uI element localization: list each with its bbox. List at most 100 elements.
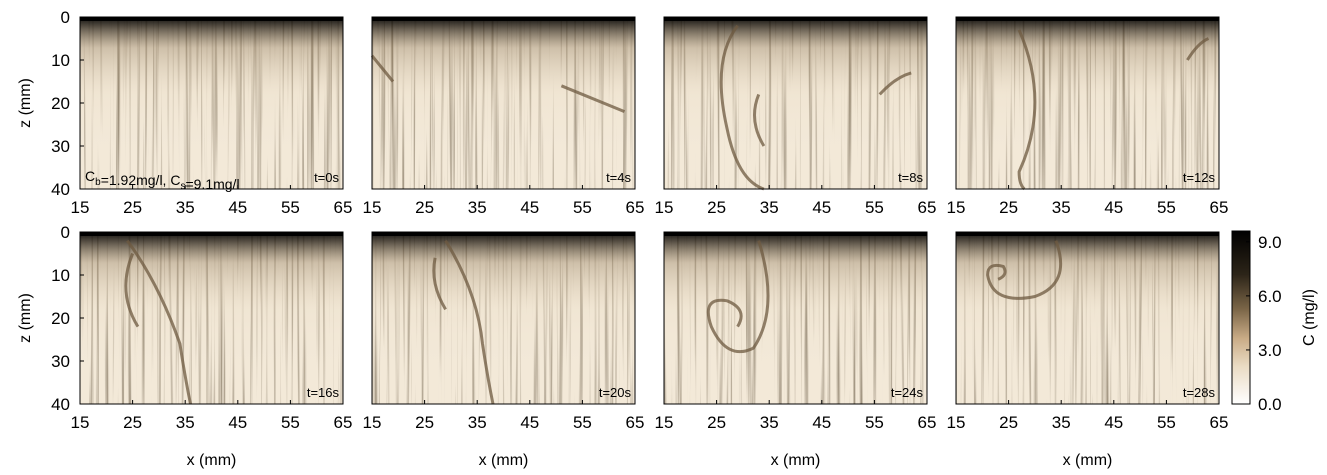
x-tick-label: 35: [468, 198, 487, 217]
x-tick-label: 15: [655, 413, 674, 432]
x-tick-label: 25: [415, 413, 434, 432]
panel: t=0s 15 25 35 45 55 65 0 10 20 30 40 z (mm) Cb=1.92mg…: [17, 8, 352, 217]
x-tick-label: 55: [573, 198, 592, 217]
x-tick-label: 25: [123, 198, 142, 217]
y-tick-label: 0: [61, 8, 70, 27]
x-tick-label: 25: [707, 198, 726, 217]
panel-frame: [371, 16, 636, 190]
panel-surface: [956, 232, 1219, 236]
panel-frame: [663, 231, 928, 405]
panel-surface-layer: [956, 232, 1219, 404]
x-tick-label: 25: [415, 198, 434, 217]
y-tick-label: 10: [51, 51, 70, 70]
y-tick-label: 20: [51, 309, 70, 328]
x-tick-label: 55: [573, 413, 592, 432]
plume-front: [878, 71, 912, 96]
plume-front: [706, 240, 770, 354]
x-tick-label: 35: [468, 413, 487, 432]
x-tick-label: 45: [228, 198, 247, 217]
time-label: t=0s: [314, 170, 339, 185]
plume-front: [753, 93, 766, 147]
panel-surface-layer: [372, 232, 635, 404]
panel-surface: [80, 232, 343, 236]
time-label: t=4s: [606, 170, 631, 185]
colorbar-tick-label: 9.0: [1258, 233, 1282, 252]
x-tick-label: 35: [1052, 413, 1071, 432]
x-tick-label: 45: [812, 198, 831, 217]
x-tick-label: 65: [918, 413, 937, 432]
x-tick-label: 25: [707, 413, 726, 432]
panel-surface-layer: [956, 17, 1219, 189]
panel-frame: [663, 16, 928, 190]
x-tick-label: 65: [626, 198, 645, 217]
colorbar: 0.0 3.0 6.0 9.0 C (mg/l): [1231, 230, 1318, 414]
time-label: t=24s: [891, 385, 924, 400]
time-label: t=12s: [1183, 170, 1216, 185]
panel-surface: [372, 232, 635, 236]
x-tick-label: 65: [1210, 413, 1229, 432]
x-tick-label: 55: [1157, 198, 1176, 217]
x-tick-label: 45: [520, 198, 539, 217]
x-tick-label: 45: [520, 413, 539, 432]
panel-surface: [664, 17, 927, 21]
y-axis-label: z (mm): [17, 78, 34, 128]
x-tick-label: 65: [1210, 198, 1229, 217]
panel-surface-layer: [372, 17, 635, 189]
panel: t=16s 15 25 35 45 55 65 0 10 20 30 40 z (mm) x (mm): [17, 223, 352, 469]
x-tick-label: 45: [228, 413, 247, 432]
x-tick-label: 45: [1104, 413, 1123, 432]
panel-grid: t=0s 15 25 35 45 55 65 0 10 20 30 40 z (mm) Cb=1.92mg…: [17, 8, 1228, 469]
x-tick-label: 25: [123, 413, 142, 432]
colorbar-tick-label: 0.0: [1258, 395, 1282, 414]
panel: t=28s 15 25 35 45 55 65 x (mm): [947, 231, 1229, 469]
colorbar-tick-label: 3.0: [1258, 341, 1282, 360]
plume-front: [1186, 37, 1210, 61]
panel-surface-layer: [80, 232, 343, 404]
panel-surface-layer: [80, 17, 343, 189]
x-tick-label: 55: [865, 413, 884, 432]
plume-front: [986, 240, 1063, 300]
panel: t=20s 15 25 35 45 55 65 x (mm): [363, 231, 644, 469]
x-tick-label: 15: [947, 413, 966, 432]
panel: t=8s 15 25 35 45 55 65: [655, 16, 937, 217]
y-tick-label: 20: [51, 94, 70, 113]
x-tick-label: 35: [760, 413, 779, 432]
y-tick-label: 30: [51, 137, 70, 156]
panel: t=4s 15 25 35 45 55 65: [363, 16, 645, 217]
y-tick-label: 10: [51, 266, 70, 285]
x-axis-label: x (mm): [479, 452, 529, 469]
x-tick-label: 55: [865, 198, 884, 217]
x-tick-label: 35: [176, 413, 195, 432]
concentration-annotation: Cb=1.92mg/l, Cs=9.1mg/l: [85, 168, 240, 192]
y-tick-label: 40: [51, 395, 70, 414]
y-tick-label: 0: [61, 223, 70, 242]
x-tick-label: 15: [655, 198, 674, 217]
x-axis-label: x (mm): [1063, 452, 1113, 469]
x-tick-label: 15: [947, 198, 966, 217]
plume-front: [560, 84, 626, 113]
panel-surface: [372, 17, 635, 21]
x-tick-label: 25: [999, 198, 1018, 217]
plume-front: [370, 54, 395, 83]
panel-frame: [955, 231, 1220, 405]
time-label: t=16s: [307, 385, 340, 400]
x-tick-label: 15: [363, 198, 382, 217]
panel: t=24s 15 25 35 45 55 65 x (mm): [655, 231, 937, 469]
y-tick-label: 40: [51, 180, 70, 199]
x-tick-label: 65: [334, 198, 353, 217]
panel-surface: [80, 17, 343, 21]
x-tick-label: 15: [71, 198, 90, 217]
panel-frame: [955, 16, 1220, 190]
x-tick-label: 45: [812, 413, 831, 432]
x-axis-label: x (mm): [187, 452, 237, 469]
x-tick-label: 65: [334, 413, 353, 432]
y-tick-label: 30: [51, 352, 70, 371]
y-axis-label: z (mm): [17, 293, 34, 343]
time-label: t=28s: [1183, 385, 1216, 400]
panel: t=12s 15 25 35 45 55 65: [947, 16, 1229, 217]
x-tick-label: 55: [1157, 413, 1176, 432]
x-tick-label: 35: [1052, 198, 1071, 217]
x-tick-label: 55: [281, 198, 300, 217]
x-tick-label: 65: [918, 198, 937, 217]
plume-front: [432, 257, 447, 311]
